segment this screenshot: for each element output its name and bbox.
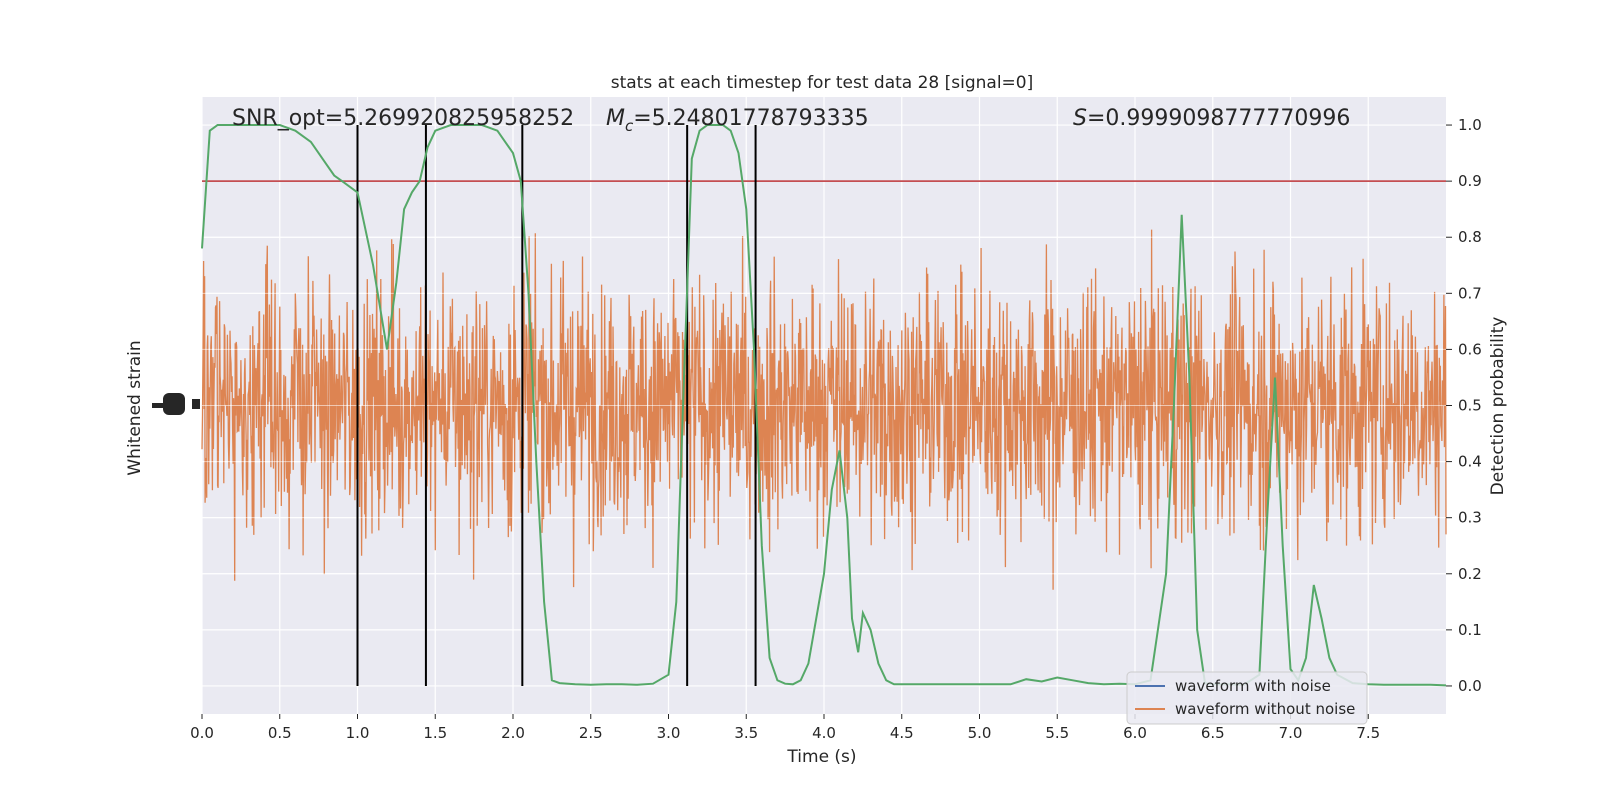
y-tick-label: 0.2 xyxy=(1458,565,1482,583)
legend-label-noise: waveform with noise xyxy=(1175,677,1331,695)
x-tick-labels: 0.0 0.5 1.0 1.5 2.0 2.5 3.0 3.5 4.0 4.5 5.0 5.5 6.0 6… xyxy=(190,714,1380,742)
s-symbol: S xyxy=(1073,106,1087,131)
x-tick-label: 1.5 xyxy=(423,724,447,742)
x-tick-label: 3.0 xyxy=(657,724,681,742)
x-tick-label: 5.5 xyxy=(1045,724,1069,742)
x-tick-label: 5.0 xyxy=(968,724,992,742)
x-tick-label: 7.5 xyxy=(1356,724,1380,742)
x-tick-label: 0.0 xyxy=(190,724,214,742)
left-axis-tick-cluster xyxy=(163,393,185,415)
s-value: =0.9999098777770996 xyxy=(1087,106,1350,131)
mc-subscript: c xyxy=(625,117,634,135)
y-tick-label: 0.5 xyxy=(1458,397,1482,415)
left-axis-tick-cluster xyxy=(192,399,200,409)
y-axis-label-left: Whitened strain xyxy=(125,340,145,475)
left-axis xyxy=(152,393,200,415)
x-axis-label: Time (s) xyxy=(786,747,856,767)
chirp-mass-annotation: Mc=5.24801778793335 xyxy=(606,106,869,135)
y-tick-label: 1.0 xyxy=(1458,116,1482,134)
y-tick-label: 0.3 xyxy=(1458,509,1482,527)
legend-label-clean: waveform without noise xyxy=(1175,700,1355,718)
x-tick-label: 4.5 xyxy=(890,724,914,742)
legend-box xyxy=(1126,671,1368,725)
s-annotation: S=0.9999098777770996 xyxy=(1073,106,1350,131)
x-tick-label: 7.0 xyxy=(1279,724,1303,742)
y-axis-label-right: Detection probability xyxy=(1488,317,1508,496)
x-tick-label: 6.0 xyxy=(1123,724,1147,742)
x-tick-label: 1.0 xyxy=(346,724,370,742)
y-tick-label: 0.8 xyxy=(1458,228,1482,246)
x-tick-label: 2.0 xyxy=(501,724,525,742)
x-tick-label: 0.5 xyxy=(268,724,292,742)
x-tick-label: 6.5 xyxy=(1201,724,1225,742)
mc-symbol: M xyxy=(606,106,625,131)
y-tick-label: 0.6 xyxy=(1458,340,1482,358)
y-tick-label: 0.0 xyxy=(1458,677,1482,695)
legend: waveform with noise waveform without noi… xyxy=(1126,671,1368,725)
y-tick-labels-right: 0.0 0.1 0.2 0.3 0.4 0.5 0.6 0.7 0.8 0.9 1.0 xyxy=(1446,116,1482,695)
y-tick-label: 0.1 xyxy=(1458,621,1482,639)
mc-value: =5.24801778793335 xyxy=(633,106,868,131)
y-tick-label: 0.9 xyxy=(1458,172,1482,190)
x-tick-label: 2.5 xyxy=(579,724,603,742)
waveform-without-noise-line xyxy=(201,229,1447,590)
x-tick-label: 4.0 xyxy=(812,724,836,742)
snr-annotation: SNR_opt=5.269920825958252 xyxy=(232,106,574,131)
x-tick-label: 3.5 xyxy=(734,724,758,742)
chart-title: stats at each timestep for test data 28 … xyxy=(611,73,1034,93)
y-tick-label: 0.4 xyxy=(1458,453,1482,471)
y-tick-label: 0.7 xyxy=(1458,284,1482,302)
